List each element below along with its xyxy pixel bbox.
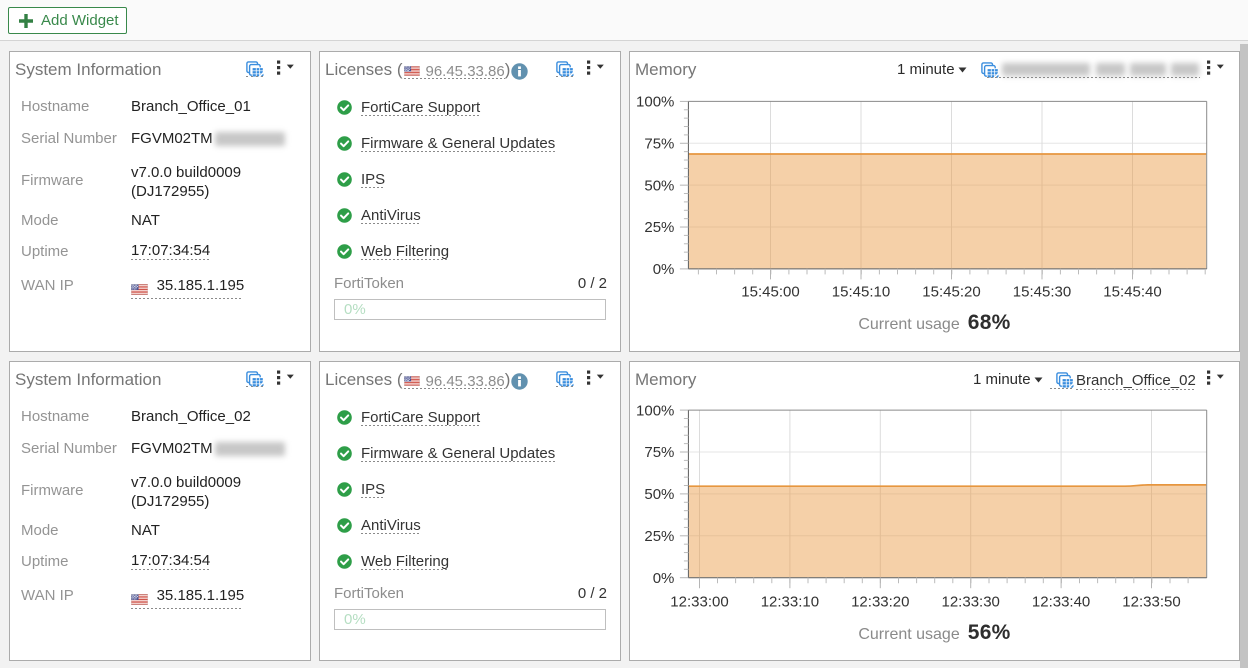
svg-text:12:33:10: 12:33:10 bbox=[761, 594, 819, 611]
svg-text:12:33:40: 12:33:40 bbox=[1032, 594, 1090, 611]
svg-text:75%: 75% bbox=[644, 135, 674, 152]
svg-text:0%: 0% bbox=[653, 261, 675, 278]
svg-text:100%: 100% bbox=[636, 402, 674, 419]
svg-text:12:33:30: 12:33:30 bbox=[942, 594, 1000, 611]
svg-text:75%: 75% bbox=[644, 444, 674, 461]
svg-text:12:33:00: 12:33:00 bbox=[670, 594, 728, 611]
svg-text:15:45:10: 15:45:10 bbox=[832, 284, 890, 301]
svg-text:25%: 25% bbox=[644, 219, 674, 236]
svg-text:50%: 50% bbox=[644, 177, 674, 194]
svg-text:100%: 100% bbox=[636, 94, 674, 111]
svg-text:25%: 25% bbox=[644, 528, 674, 545]
svg-text:0%: 0% bbox=[653, 570, 675, 587]
svg-text:50%: 50% bbox=[644, 486, 674, 503]
svg-text:15:45:00: 15:45:00 bbox=[741, 284, 799, 301]
svg-text:15:45:30: 15:45:30 bbox=[1013, 284, 1071, 301]
svg-text:15:45:40: 15:45:40 bbox=[1103, 284, 1161, 301]
svg-text:12:33:50: 12:33:50 bbox=[1122, 594, 1180, 611]
svg-text:12:33:20: 12:33:20 bbox=[851, 594, 909, 611]
svg-text:15:45:20: 15:45:20 bbox=[922, 284, 980, 301]
